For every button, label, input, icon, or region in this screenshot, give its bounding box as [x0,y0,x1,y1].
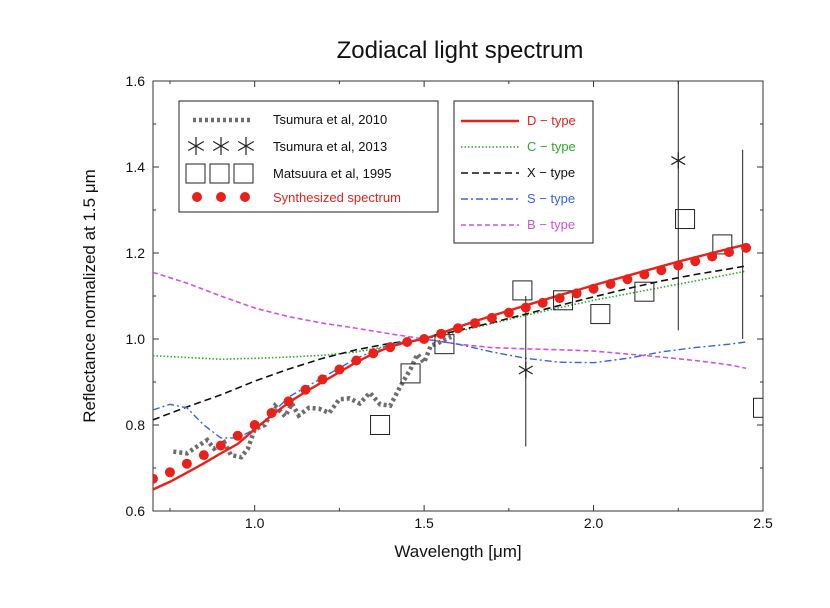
synthesized-point [334,364,345,375]
matsuura-square-point [512,280,533,301]
legend-synthesized-swatch [192,192,202,202]
series-line-d-type [153,243,747,491]
y-tick-label: 1.2 [126,245,146,261]
synthesized-point [520,302,531,313]
matsuura-square-point [753,397,763,418]
plot-area [153,81,763,491]
legend-synthesized-swatch [216,192,226,202]
series-line-s-type [153,338,747,439]
legend-matsuura-swatch [233,163,254,184]
synthesized-point [622,274,633,285]
synthesized-point [436,328,447,339]
axis-ticks [153,80,764,512]
synthesized-point [215,440,226,451]
synthesized-point [639,269,650,280]
matsuura-square-point [712,234,733,255]
legend-observation-label: Matsuura et al, 1995 [273,166,392,181]
x-tick-label: 2.5 [753,515,773,531]
chart-title: Zodiacal light spectrum [337,37,584,64]
matsuura-square-point [590,304,611,325]
y-tick-label: 0.8 [126,417,146,433]
synthesized-point [588,283,599,294]
synthesized-point [385,342,396,353]
synthesized-point [741,242,752,253]
synthesized-point [571,288,582,299]
synthesized-point [266,407,277,418]
synthesized-point [656,265,667,276]
synthesized-point [317,374,328,385]
x-axis-label: Wavelength [μm] [394,542,521,561]
synthesized-point [724,247,735,258]
x-tick-label: 2.0 [584,515,604,531]
synthesized-point [351,355,362,366]
synthesized-point [419,334,430,344]
series-line-x-type [153,265,747,421]
tsumura2013-asterisk-point [518,361,534,378]
synthesized-point [554,293,565,304]
legend-type-label: B − type [527,217,575,232]
legend-matsuura-swatch [209,163,230,184]
synthesized-point [300,384,311,395]
matsuura-square-point [370,415,391,435]
synthesized-point [453,323,463,334]
y-tick-label: 0.6 [126,503,146,519]
matsuura-square-point [400,363,421,384]
synthesized-point [537,297,548,308]
matsuura-square-point [634,281,655,302]
legend-tsumura2013-swatch [187,137,205,155]
series-line-c-type [153,270,747,361]
tick-labels: 1.0 1.5 2.0 2.5 0.6 0.8 1.0 1.2 1.4 1.6 [126,73,773,531]
synthesized-point [673,260,684,271]
legend-type-label: X − type [527,165,575,180]
series-line-tsumura-et-al-2010 [173,334,453,460]
legend-synthesized-swatch [240,192,250,202]
legend-tsumura2013-swatch [212,137,230,155]
synthesized-point [198,450,209,461]
synthesized-point [164,467,175,478]
legend-observation-label: Tsumura et al, 2013 [273,139,387,154]
legend-observation-label: Synthesized spectrum [273,190,401,205]
synthesized-point [249,420,260,430]
y-tick-label: 1.0 [126,331,146,347]
synthesized-point [181,458,192,469]
synthesized-point [153,473,158,484]
legend-tsumura2013-swatch [237,137,255,155]
synthesized-point [503,307,514,318]
tsumura2013-asterisk-point [671,152,686,169]
y-tick-label: 1.4 [126,159,146,175]
legend-type-label: C − type [527,139,576,154]
legend-type-label: D − type [527,113,576,128]
synthesized-point [283,396,294,407]
synthesized-point [707,251,718,262]
synthesized-point [605,278,616,289]
synthesized-point [232,430,243,441]
x-tick-label: 1.0 [245,515,265,531]
synthesized-point [486,312,497,323]
x-tick-label: 1.5 [414,515,434,531]
legend-observations: Tsumura et al, 2010 Tsumura et al, 2013 Ma… [178,100,439,213]
synthesized-point [368,348,379,359]
matsuura-square-point [675,209,696,230]
y-axis-label: Reflectance normalized at 1.5 μm [80,169,99,423]
synthesized-point [402,337,413,348]
matsuura-square-point [553,290,574,311]
legend-type-label: S − type [527,191,575,206]
legend-observation-label: Tsumura et al, 2010 [273,112,387,127]
legend-matsuura-swatch [185,163,206,184]
legend-spectral-types: D − type C − type X − type S − type B − type [453,100,594,244]
synthesized-point [690,256,701,267]
synthesized-point [469,318,480,329]
y-tick-label: 1.6 [126,73,146,89]
